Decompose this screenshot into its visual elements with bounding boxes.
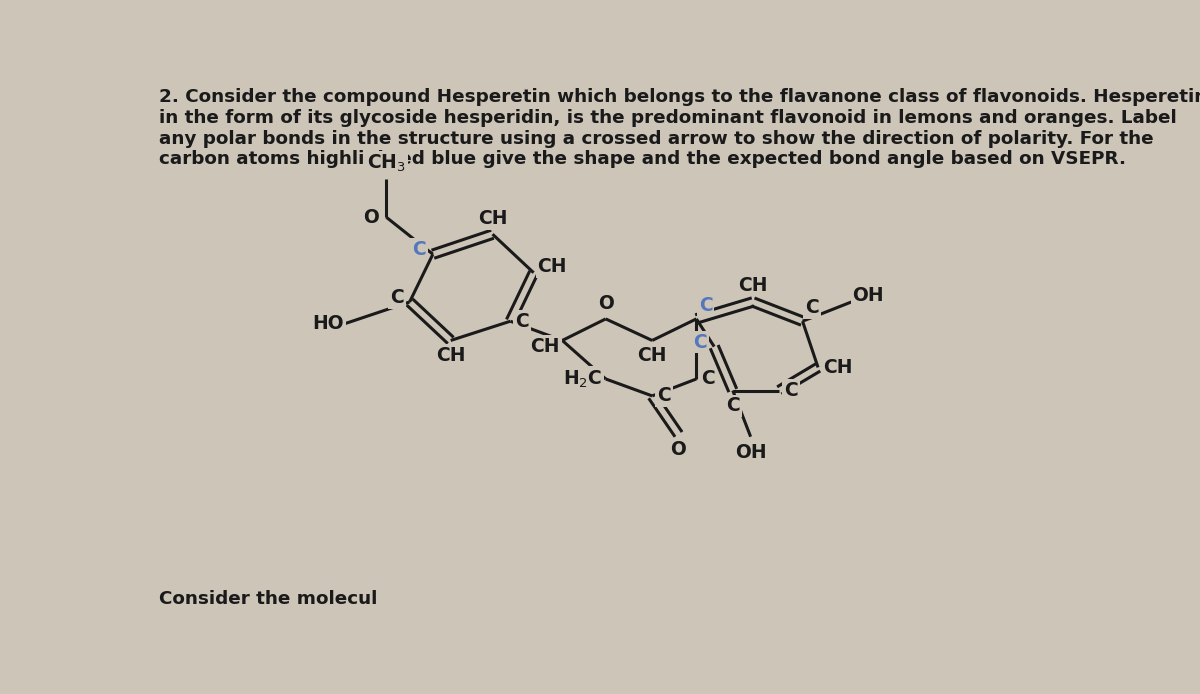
- Text: C: C: [656, 387, 671, 405]
- Text: H$_2$C: H$_2$C: [563, 369, 602, 389]
- Text: 2. Consider the compound Hesperetin which belongs to the flavanone class of flav: 2. Consider the compound Hesperetin whic…: [160, 88, 1200, 169]
- Text: C: C: [701, 369, 715, 389]
- Text: C: C: [698, 296, 713, 314]
- Text: HO: HO: [312, 314, 344, 333]
- Text: C: C: [515, 312, 529, 331]
- Text: C: C: [726, 396, 739, 416]
- Text: CH: CH: [538, 257, 566, 276]
- Text: O: O: [671, 440, 686, 459]
- Text: CH: CH: [823, 358, 853, 377]
- Text: CH: CH: [436, 346, 466, 365]
- Text: OH: OH: [853, 287, 884, 305]
- Text: CH: CH: [478, 210, 508, 228]
- Text: O: O: [362, 208, 379, 227]
- Text: C: C: [412, 240, 426, 259]
- Text: C: C: [390, 288, 404, 307]
- Text: O: O: [598, 294, 613, 313]
- Text: C: C: [784, 381, 798, 400]
- Text: CH: CH: [738, 276, 768, 294]
- Text: CH: CH: [637, 346, 667, 365]
- Text: CH: CH: [530, 337, 560, 356]
- Text: CH$_3$: CH$_3$: [367, 153, 406, 174]
- Text: C: C: [805, 298, 818, 317]
- Text: OH: OH: [734, 443, 767, 462]
- Text: Consider the molecul: Consider the molecul: [160, 591, 378, 609]
- Text: C: C: [694, 332, 707, 351]
